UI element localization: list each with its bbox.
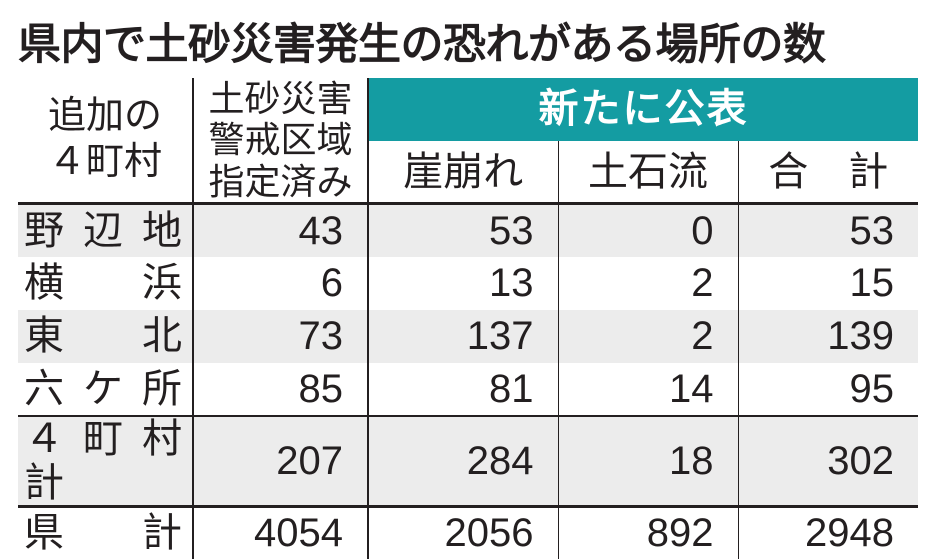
grand-total-row: 県計 4054 2056 892 2948 <box>18 506 918 559</box>
row-name: ４町村計 <box>18 416 193 507</box>
cell: 15 <box>738 257 918 310</box>
cell: 13 <box>368 257 558 310</box>
cell: 95 <box>738 363 918 416</box>
cell: 73 <box>193 310 368 363</box>
cell: 0 <box>558 204 738 257</box>
col-c-header: 崖崩れ <box>368 141 558 204</box>
cell: 53 <box>368 204 558 257</box>
table-row: 野辺地 43 53 0 53 <box>18 204 918 257</box>
row-name: 横浜 <box>18 257 193 310</box>
cell: 892 <box>558 506 738 559</box>
cell: 2056 <box>368 506 558 559</box>
row-header-label: 追加の４町村 <box>18 78 193 204</box>
cell: 207 <box>193 416 368 507</box>
row-name: 県計 <box>18 506 193 559</box>
col-b-header-text: 土砂災害警戒区域指定済み <box>194 78 367 202</box>
row-name: 東北 <box>18 310 193 363</box>
cell: 85 <box>193 363 368 416</box>
cell: 18 <box>558 416 738 507</box>
cell: 81 <box>368 363 558 416</box>
cell: 2948 <box>738 506 918 559</box>
cell: 43 <box>193 204 368 257</box>
col-d-header: 土石流 <box>558 141 738 204</box>
subtotal-row: ４町村計 207 284 18 302 <box>18 416 918 507</box>
col-b-header: 土砂災害警戒区域指定済み <box>193 78 368 204</box>
table-figure: 県内で土砂災害発生の恐れがある場所の数 追加の４町村 土砂災害警戒区域指定済み … <box>0 0 934 560</box>
cell: 14 <box>558 363 738 416</box>
col-e-header: 合 計 <box>738 141 918 204</box>
table-row: 六ケ所 85 81 14 95 <box>18 363 918 416</box>
row-name: 六ケ所 <box>18 363 193 416</box>
table-row: 横浜 6 13 2 15 <box>18 257 918 310</box>
cell: 4054 <box>193 506 368 559</box>
cell: 137 <box>368 310 558 363</box>
cell: 6 <box>193 257 368 310</box>
cell: 284 <box>368 416 558 507</box>
cell: 2 <box>558 310 738 363</box>
row-header-text: 追加の４町村 <box>18 94 192 185</box>
disaster-table: 追加の４町村 土砂災害警戒区域指定済み 新たに公表 崖崩れ 土石流 合 計 野辺… <box>18 78 918 559</box>
row-name: 野辺地 <box>18 204 193 257</box>
span-header: 新たに公表 <box>368 78 918 141</box>
cell: 2 <box>558 257 738 310</box>
cell: 139 <box>738 310 918 363</box>
cell: 302 <box>738 416 918 507</box>
cell: 53 <box>738 204 918 257</box>
table-row: 東北 73 137 2 139 <box>18 310 918 363</box>
figure-title: 県内で土砂災害発生の恐れがある場所の数 <box>0 0 934 78</box>
